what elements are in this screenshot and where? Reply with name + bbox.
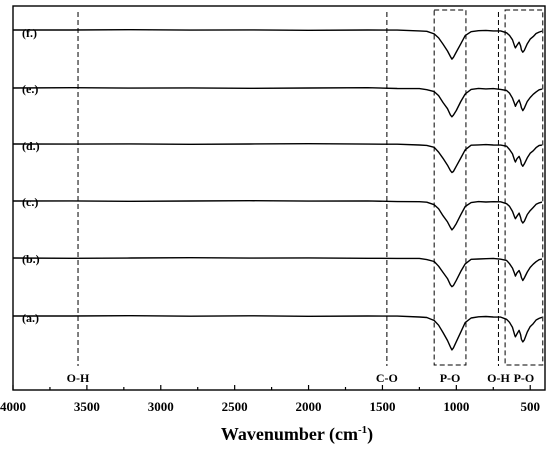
spectra-group: (a.) (b.) (c.) (d.) (e.) (f.) xyxy=(12,26,543,351)
x-axis-label: Wavenumber (cm-1) xyxy=(221,424,373,445)
reference-label-2: C-O xyxy=(376,371,398,385)
x-tick-label-2500: 2500 xyxy=(222,399,248,414)
x-tick-label-2000: 2000 xyxy=(296,399,322,414)
spectrum-label-5: (e.) xyxy=(22,82,38,96)
band-box-label-2: P-O xyxy=(514,371,535,385)
band-box-label-1: P-O xyxy=(440,371,461,385)
band-box-1 xyxy=(433,9,467,366)
spectrum-label-3: (c.) xyxy=(22,195,38,209)
band-boxes: P-O P-O xyxy=(433,9,544,385)
reference-lines: O-H C-O O-H xyxy=(67,12,510,385)
x-tick-label-500: 500 xyxy=(520,399,540,414)
spectrum-line-1 xyxy=(13,315,543,351)
band-box-2 xyxy=(504,9,544,366)
reference-label-1: O-H xyxy=(67,371,90,385)
x-tick-label-1000: 1000 xyxy=(443,399,469,414)
spectrum-line-6 xyxy=(13,29,543,60)
x-axis-ticks: 4000 3500 3000 2500 2000 1500 1000 500 xyxy=(0,385,540,414)
spectrum-line-4 xyxy=(12,143,543,174)
x-tick-label-3500: 3500 xyxy=(74,399,100,414)
reference-label-3: O-H xyxy=(487,371,510,385)
spectrum-line-5 xyxy=(12,87,543,118)
spectrum-label-2: (b.) xyxy=(22,252,40,266)
x-tick-label-1500: 1500 xyxy=(369,399,395,414)
x-tick-label-3000: 3000 xyxy=(148,399,174,414)
spectrum-line-2 xyxy=(12,257,543,288)
plot-frame xyxy=(12,5,546,391)
spectrum-label-6: (f.) xyxy=(22,26,37,40)
spectrum-line-3 xyxy=(12,200,543,231)
x-tick-label-4000: 4000 xyxy=(0,399,26,414)
spectrum-label-1: (a.) xyxy=(22,311,39,325)
x-axis-label-superscript: -1 xyxy=(358,424,367,436)
spectrum-label-4: (d.) xyxy=(22,139,40,153)
